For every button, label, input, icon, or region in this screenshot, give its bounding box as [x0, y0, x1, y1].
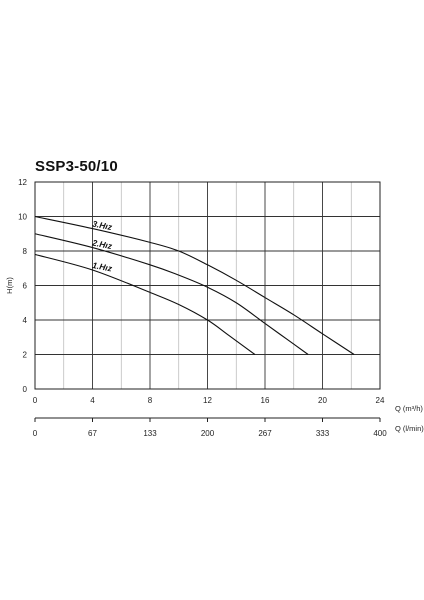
x2-tick-label: 200	[201, 429, 215, 438]
chart-grid	[34, 181, 381, 390]
x-tick-label: 4	[90, 396, 95, 405]
x-tick-label: 8	[148, 396, 153, 405]
x-tick-label: 16	[261, 396, 270, 405]
y-axis-label: H(m)	[5, 277, 14, 294]
x-tick-label: 0	[33, 396, 38, 405]
curve-3	[34, 253, 256, 355]
curve-label: 3.Hız	[92, 219, 114, 233]
x2-tick-label: 333	[316, 429, 330, 438]
x-tick-label: 24	[376, 396, 385, 405]
curve-1	[34, 215, 355, 355]
x2-tick-label: 67	[88, 429, 97, 438]
labels-layer: 3.Hız 2.Hız 1.Hız	[91, 219, 114, 274]
curve-2	[34, 233, 309, 355]
x2-tick-label: 400	[373, 429, 387, 438]
x-axis-label: Q (m³/h)	[395, 404, 423, 413]
x-tick-label: 12	[203, 396, 212, 405]
y-tick-label: 6	[23, 282, 28, 291]
y-tick-label: 10	[18, 213, 27, 222]
curve-label: 2.Hız	[91, 237, 114, 251]
curve-label: 1.Hız	[92, 260, 114, 274]
plot-border	[34, 181, 381, 390]
y-tick-label: 12	[18, 178, 27, 187]
curves-layer	[34, 215, 355, 355]
y-tick-label: 8	[23, 247, 28, 256]
chart-title: SSP3-50/10	[35, 158, 118, 175]
y-tick-label: 4	[23, 316, 28, 325]
y-tick-label: 2	[23, 351, 28, 360]
x2-tick-label: 267	[258, 429, 272, 438]
x2-tick-label: 133	[143, 429, 157, 438]
y-tick-label: 0	[23, 385, 28, 394]
x2-tick-label: 0	[33, 429, 38, 438]
x2-axis-label: Q (l/min)	[395, 424, 424, 433]
x-tick-label: 20	[318, 396, 327, 405]
